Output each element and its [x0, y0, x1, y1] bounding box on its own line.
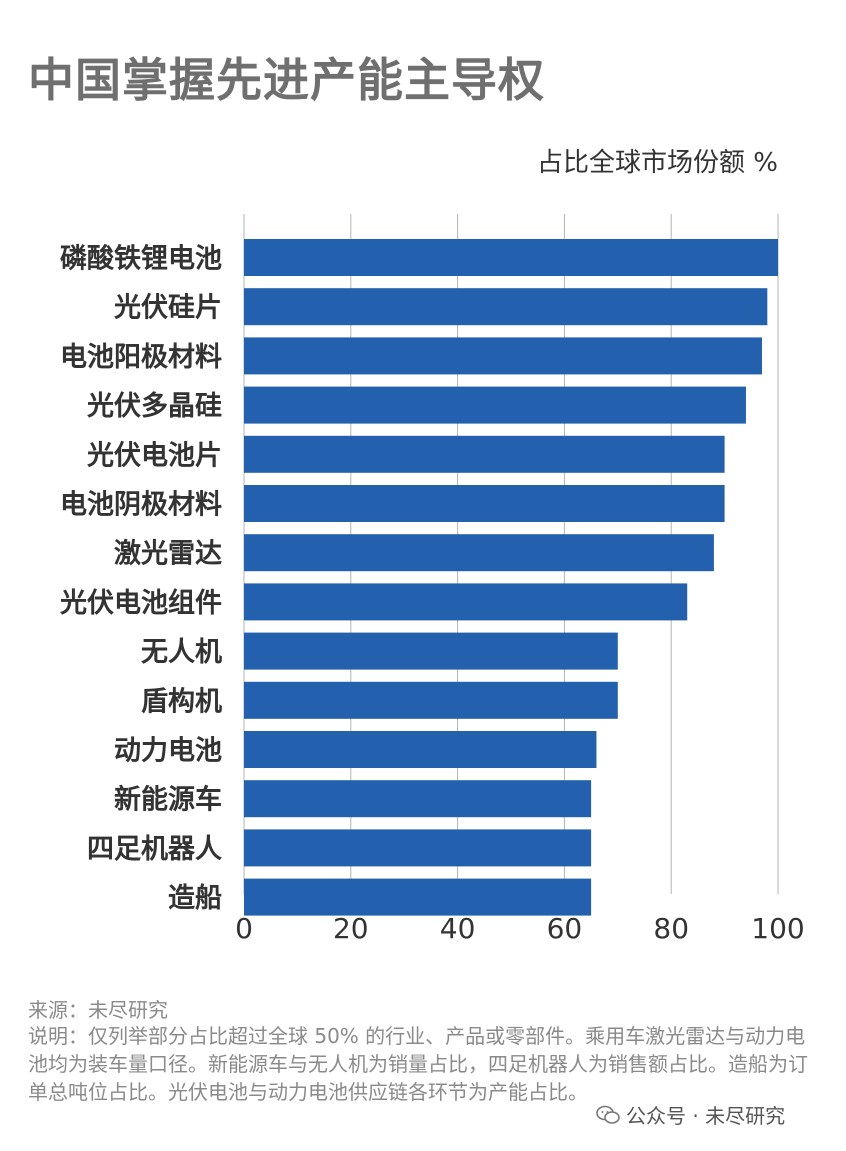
category-label: 无人机 — [141, 637, 222, 668]
bar — [244, 878, 592, 916]
category-label: 光伏多晶硅 — [86, 391, 222, 422]
bar — [244, 337, 762, 375]
source-text: 来源：未尽研究 — [28, 998, 168, 1022]
category-label: 新能源车 — [114, 784, 222, 816]
watermark-text: 公众号 · 未尽研究 — [626, 1104, 786, 1128]
category-label: 电池阳极材料 — [60, 342, 222, 373]
wechat-icon — [596, 1105, 620, 1124]
category-label: 光伏电池片 — [86, 440, 222, 471]
x-tick-labels: 0 20 40 60 80 100 — [235, 912, 805, 945]
x-tick-label: 80 — [653, 912, 689, 945]
note-text: 说明：仅列举部分占比超过全球 50% 的行业、产品或零部件。乘用车激光雷达与动力… — [28, 1024, 808, 1104]
bar — [244, 435, 725, 473]
bar — [244, 239, 778, 276]
bar — [244, 485, 725, 522]
category-label: 光伏电池组件 — [59, 587, 222, 619]
watermark: 公众号 · 未尽研究 — [596, 1100, 785, 1129]
category-label: 动力电池 — [114, 736, 222, 767]
x-tick-label: 0 — [235, 912, 253, 945]
category-label: 造船 — [168, 882, 222, 914]
bar — [244, 731, 597, 768]
x-tick-label: 20 — [333, 912, 369, 945]
bar — [244, 583, 688, 621]
x-tick-label: 60 — [547, 912, 583, 945]
bars — [244, 239, 778, 916]
x-tick-label: 40 — [440, 912, 476, 945]
x-tick-label: 100 — [751, 912, 804, 945]
category-label: 激光雷达 — [114, 538, 222, 570]
bar — [244, 632, 618, 670]
bar — [244, 288, 768, 326]
category-label: 盾构机 — [141, 686, 222, 717]
bar — [244, 534, 714, 572]
category-label: 电池阴极材料 — [60, 490, 222, 521]
category-label: 磷酸铁锂电池 — [60, 244, 222, 275]
bar-chart: 磷酸铁锂电池光伏硅片电池阳极材料光伏多晶硅光伏电池片电池阴极材料激光雷达光伏电池… — [59, 214, 805, 945]
bar — [244, 829, 592, 867]
chart-title: 中国掌握先进产能主导权 — [28, 53, 545, 107]
category-label: 光伏硅片 — [113, 293, 222, 324]
bar — [244, 681, 618, 719]
unit-label: 占比全球市场份额 % — [537, 148, 778, 178]
bar — [244, 780, 592, 818]
category-labels: 磷酸铁锂电池光伏硅片电池阳极材料光伏多晶硅光伏电池片电池阴极材料激光雷达光伏电池… — [59, 244, 222, 915]
category-label: 四足机器人 — [87, 834, 222, 865]
bar — [244, 386, 746, 424]
